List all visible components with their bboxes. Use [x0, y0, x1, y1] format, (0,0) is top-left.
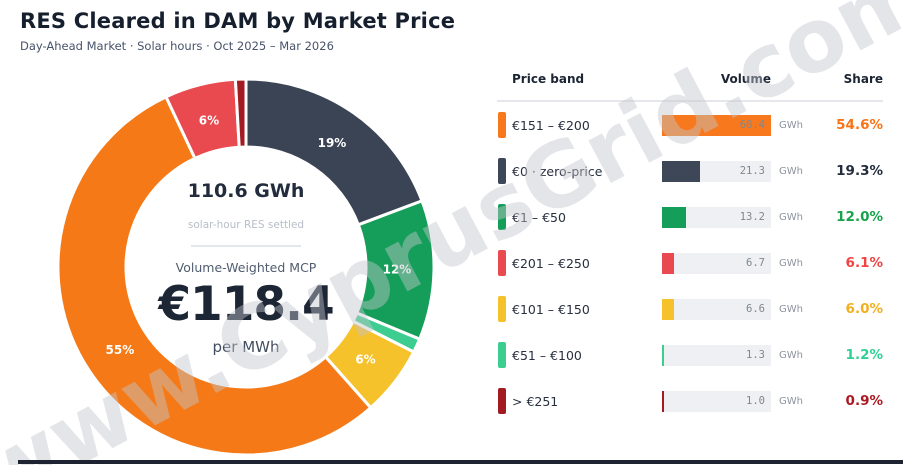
- price-band-swatch: [498, 296, 506, 322]
- slice-percent-label: 55%: [106, 343, 135, 357]
- volume-bar-track: 13.2: [662, 206, 771, 228]
- price-band-label: €101 – €150: [512, 301, 590, 317]
- price-band-table: Price band Volume Share €151 – €200 60.4…: [497, 64, 883, 424]
- table-row: €101 – €150 6.6 GWh 6.0%: [497, 286, 883, 332]
- price-band-label: €1 – €50: [512, 209, 566, 225]
- volume-value: 60.4: [739, 119, 765, 131]
- price-band-label: €0 · zero-price: [512, 163, 603, 179]
- page-title: RES Cleared in DAM by Market Price: [20, 9, 456, 33]
- slice-percent-label: 19%: [318, 136, 347, 150]
- volume-value: 6.7: [746, 257, 765, 269]
- total-volume-caption: solar-hour RES settled: [187, 219, 305, 231]
- volume-bar-track: 1.3: [662, 344, 771, 366]
- price-band-label: > €251: [512, 393, 559, 409]
- mcp-label: Volume-Weighted MCP: [175, 260, 317, 275]
- share-value: 1.2%: [845, 347, 883, 363]
- price-band-label: €51 – €100: [512, 347, 582, 363]
- volume-unit: GWh: [779, 395, 803, 407]
- donut-slice[interactable]: [56, 95, 373, 457]
- slice-percent-label: 12%: [383, 263, 412, 277]
- footer-bar: [18, 460, 903, 464]
- volume-unit: GWh: [779, 257, 803, 269]
- volume-bar: [662, 160, 701, 182]
- donut-slice[interactable]: [233, 77, 248, 149]
- center-divider: [191, 245, 301, 247]
- volume-bar-track: 6.7: [662, 252, 771, 274]
- table-row: €51 – €100 1.3 GWh 1.2%: [497, 332, 883, 378]
- slice-percent-label: 6%: [199, 114, 219, 128]
- donut-chart: 19% 12% 6% 55% 6%: [56, 77, 436, 457]
- page-subtitle: Day-Ahead Market · Solar hours · Oct 202…: [20, 39, 334, 53]
- price-band-label: €201 – €250: [512, 255, 590, 271]
- price-band-swatch: [498, 250, 506, 276]
- header-price-band: Price band: [512, 72, 585, 86]
- header-volume: Volume: [720, 72, 771, 86]
- volume-unit: GWh: [779, 349, 803, 361]
- volume-bar: [662, 114, 771, 136]
- price-band-swatch: [498, 204, 506, 230]
- table-header-row: Price band Volume Share: [497, 64, 883, 102]
- share-value: 6.0%: [845, 301, 883, 317]
- volume-value: 21.3: [739, 165, 765, 177]
- table-row: > €251 1.0 GWh 0.9%: [497, 378, 883, 424]
- volume-bar: [662, 390, 664, 412]
- price-band-label: €151 – €200: [512, 117, 590, 133]
- volume-unit: GWh: [779, 119, 803, 131]
- price-band-swatch: [498, 388, 506, 414]
- mcp-value: €118.4: [158, 277, 334, 332]
- donut-center-panel: 110.6 GWh solar-hour RES settled Volume-…: [146, 180, 346, 356]
- price-band-swatch: [498, 112, 506, 138]
- slice-percent-label: 6%: [355, 352, 375, 366]
- page-header: RES Cleared in DAM by Market Price Day-A…: [20, 9, 455, 53]
- table-row: €201 – €250 6.7 GWh 6.1%: [497, 240, 883, 286]
- volume-bar: [662, 298, 674, 320]
- price-band-swatch: [498, 158, 506, 184]
- table-row: €151 – €200 60.4 GWh 54.6%: [497, 102, 883, 148]
- share-value: 19.3%: [836, 163, 883, 179]
- volume-unit: GWh: [779, 303, 803, 315]
- price-band-swatch: [498, 342, 506, 368]
- table-body: €151 – €200 60.4 GWh 54.6% €0 · zero-pri…: [497, 102, 883, 424]
- volume-value: 6.6: [746, 303, 765, 315]
- volume-value: 1.3: [746, 349, 765, 361]
- volume-bar: [662, 252, 675, 274]
- volume-value: 1.0: [746, 395, 765, 407]
- volume-bar: [662, 344, 665, 366]
- table-row: €1 – €50 13.2 GWh 12.0%: [497, 194, 883, 240]
- volume-bar-track: 6.6: [662, 298, 771, 320]
- volume-bar-track: 1.0: [662, 390, 771, 412]
- share-value: 54.6%: [836, 117, 883, 133]
- share-value: 6.1%: [845, 255, 883, 271]
- total-volume-value: 110.6 GWh: [187, 180, 305, 202]
- volume-value: 13.2: [739, 211, 765, 223]
- share-value: 12.0%: [836, 209, 883, 225]
- header-share: Share: [843, 72, 883, 86]
- share-value: 0.9%: [845, 393, 883, 409]
- volume-unit: GWh: [779, 165, 803, 177]
- volume-bar-track: 21.3: [662, 160, 771, 182]
- table-row: €0 · zero-price 21.3 GWh 19.3%: [497, 148, 883, 194]
- volume-bar-track: 60.4: [662, 114, 771, 136]
- volume-bar: [662, 206, 686, 228]
- mcp-unit: per MWh: [212, 338, 280, 356]
- volume-unit: GWh: [779, 211, 803, 223]
